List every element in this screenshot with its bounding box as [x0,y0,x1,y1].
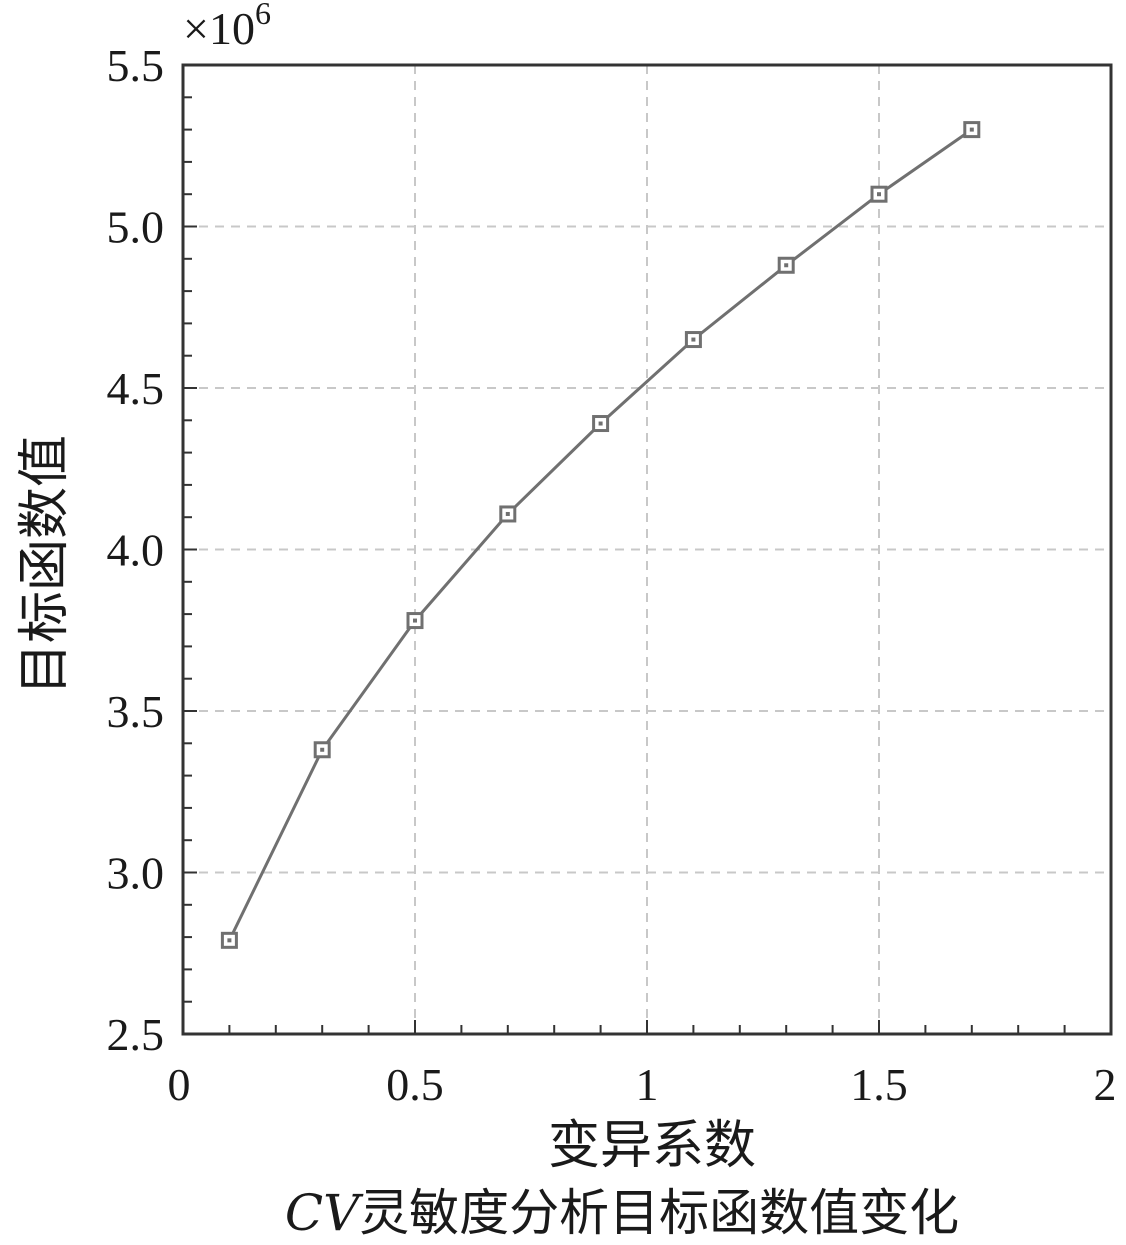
x-tick-labels: 0 0.5 1 1.5 2 [168,1059,1117,1110]
data-point-center [598,421,603,426]
data-point-0-3 [499,505,517,523]
series-layer [220,121,981,949]
plot-frame [181,63,1113,1036]
y-multiplier-base: ×10 [183,3,255,54]
y-tick-label-1: 3.0 [107,848,165,899]
data-point-center [784,263,789,268]
y-tick-label-6: 5.5 [107,40,165,91]
data-point-center [877,192,881,197]
data-point-0-2 [406,612,424,630]
x-tick-label-2: 1 [636,1059,659,1110]
x-tick-label-4: 2 [1094,1059,1117,1110]
y-tick-label-2: 3.5 [107,686,165,737]
y-axis-multiplier: ×106 [183,0,271,54]
data-point-0-4 [592,415,610,433]
y-tick-label-0: 2.5 [107,1009,165,1060]
y-tick-label-5: 5.0 [107,202,165,253]
y-tick-label-3: 4.0 [107,525,165,576]
series-line-0 [228,128,973,941]
data-point-0-8 [963,121,981,139]
figure-caption: CV灵敏度分析目标函数值变化 [285,1184,959,1242]
grid-lines [183,65,1111,1034]
data-point-0-7 [870,185,888,203]
data-point-center [505,511,510,516]
data-point-center [969,127,974,132]
y-multiplier-exponent: 6 [255,0,271,31]
y-tick-label-4: 4.5 [107,363,165,414]
data-point-center [413,618,417,623]
x-tick-label-3: 1.5 [850,1059,908,1110]
data-point-center [691,337,696,342]
data-point-0-6 [777,256,795,274]
data-point-0-0 [220,931,238,949]
data-point-0-1 [313,741,331,759]
x-axis-title: 变异系数 [548,1116,756,1176]
y-axis-title: 目标函数值 [15,435,75,695]
x-tick-label-1: 0.5 [386,1059,444,1110]
caption-text: 灵敏度分析目标函数值变化 [359,1184,959,1242]
caption-prefix: CV [285,1184,364,1242]
minor-ticks [183,96,1066,1034]
data-point-center [320,747,325,752]
data-point-center [227,938,232,943]
y-tick-labels: 2.5 3.0 3.5 4.0 4.5 5.0 5.5 [107,40,165,1060]
x-tick-label-0: 0 [168,1059,191,1110]
data-point-0-5 [684,331,702,349]
